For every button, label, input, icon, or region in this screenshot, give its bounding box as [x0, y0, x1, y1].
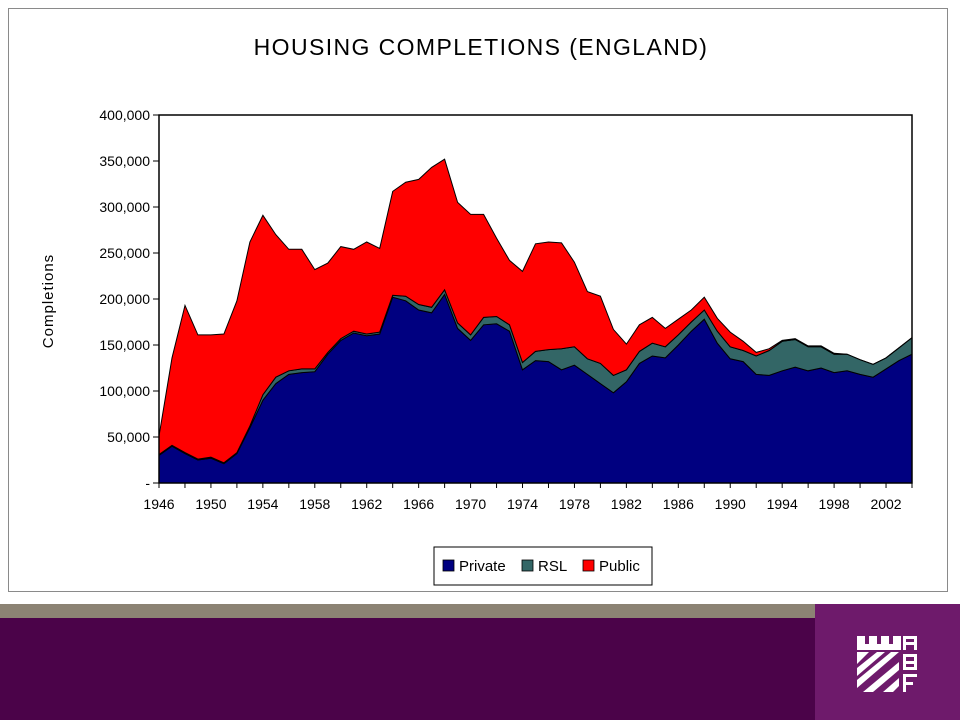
y-axis-label: Completions	[40, 254, 57, 348]
footer-band	[0, 618, 960, 720]
x-tick-label: 1966	[403, 496, 434, 512]
chart-frame: HOUSING COMPLETIONS (ENGLAND) Completion…	[8, 8, 948, 592]
y-tick-label: 300,000	[99, 199, 150, 215]
x-tick-label: 1954	[247, 496, 278, 512]
divider-stripe	[0, 604, 960, 618]
y-tick-label: 400,000	[99, 107, 150, 123]
x-axis: 1946 1950 1954 1958 1962 1966 1970 1974 1978 1982…	[143, 483, 913, 512]
legend-label-rsl: RSL	[538, 558, 567, 575]
legend-swatch-private	[442, 559, 455, 572]
y-tick-label: 350,000	[99, 153, 150, 169]
y-tick-label: 50,000	[107, 429, 150, 445]
area-series-public	[158, 158, 913, 464]
x-tick-label: 1990	[715, 496, 746, 512]
y-tick-label: 150,000	[99, 337, 150, 353]
x-tick-label: 1978	[559, 496, 590, 512]
hbf-logo-box	[815, 604, 960, 720]
x-tick-label: 1962	[351, 496, 382, 512]
y-axis: - 50,000 100,000 150,000 200,000 250,000 300,0…	[99, 107, 159, 491]
x-tick-label: 1986	[663, 496, 694, 512]
x-tick-label: 1970	[455, 496, 486, 512]
legend-swatch-rsl	[521, 559, 534, 572]
x-tick-label: 1946	[143, 496, 174, 512]
hbf-logo-icon	[857, 636, 917, 692]
chart-title: HOUSING COMPLETIONS (ENGLAND)	[254, 34, 709, 60]
chart-areas	[158, 158, 913, 484]
legend-swatch-public	[582, 559, 595, 572]
legend-label-public: Public	[599, 558, 640, 575]
housing-completions-chart: HOUSING COMPLETIONS (ENGLAND) Completion…	[40, 34, 913, 586]
y-tick-label: -	[145, 475, 150, 491]
x-tick-label: 1994	[767, 496, 798, 512]
legend-label-private: Private	[459, 558, 506, 575]
x-tick-label: 1950	[195, 496, 226, 512]
x-tick-label: 1982	[611, 496, 642, 512]
y-tick-label: 200,000	[99, 291, 150, 307]
legend-box	[433, 546, 653, 586]
y-tick-label: 250,000	[99, 245, 150, 261]
x-tick-label: 1998	[819, 496, 850, 512]
legend: Private RSL Public	[433, 546, 653, 586]
x-tick-label: 1958	[299, 496, 330, 512]
x-tick-label: 2002	[870, 496, 901, 512]
y-tick-label: 100,000	[99, 383, 150, 399]
x-tick-label: 1974	[507, 496, 538, 512]
